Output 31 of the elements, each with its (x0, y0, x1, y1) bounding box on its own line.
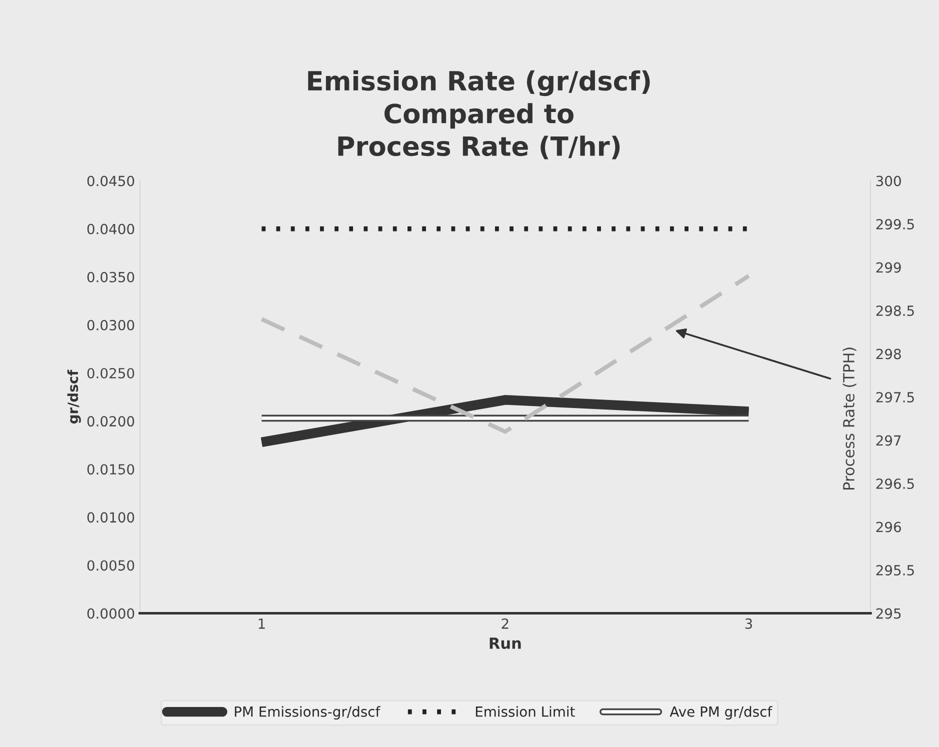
y2-tick-label: 298.5 (876, 305, 914, 316)
y-tick-label: 0.0300 (87, 320, 134, 330)
y-tick-label: 0.0200 (87, 416, 134, 427)
y2-tick-label: 295 (876, 608, 901, 619)
y-tick-label: 0.0350 (87, 272, 134, 282)
x-axis-title: Run (490, 638, 521, 649)
x-tick-label: 1 (258, 618, 265, 629)
y2-axis-title: Process Rate (TPH) (842, 348, 856, 490)
y-axis-title: gr/dscf (67, 370, 81, 424)
legend-label: Emission Limit (476, 706, 575, 717)
x-tick-label: 2 (502, 618, 508, 629)
y-tick-label: 0.0450 (87, 176, 134, 186)
y-tick-label: 0.0000 (87, 608, 134, 619)
chart-title: Emission Rate (gr/dscf) Compared to Process Rate (T/hr) (308, 70, 650, 160)
y2-tick-label: 296.5 (876, 478, 914, 490)
y2-tick-label: 297 (876, 435, 901, 446)
x-tick-label: 3 (745, 618, 752, 629)
y2-tick-label: 299.5 (876, 218, 914, 230)
legend-label: PM Emissions-gr/dscf (234, 706, 380, 720)
y-tick-label: 0.0050 (87, 560, 134, 571)
y2-tick-label: 296 (876, 522, 901, 532)
y2-tick-label: 298 (876, 348, 901, 360)
y-tick-label: 0.0400 (87, 224, 134, 234)
y2-tick-label: 299 (876, 262, 901, 273)
y2-tick-label: 295.5 (876, 565, 914, 576)
y-tick-label: 0.0150 (87, 464, 134, 475)
y2-tick-label: 300 (876, 176, 901, 186)
y2-tick-label: 297.5 (876, 392, 914, 403)
y-tick-label: 0.0100 (87, 512, 134, 523)
y-tick-label: 0.0250 (87, 368, 134, 378)
legend-label: Ave PM gr/dscf (670, 706, 772, 720)
